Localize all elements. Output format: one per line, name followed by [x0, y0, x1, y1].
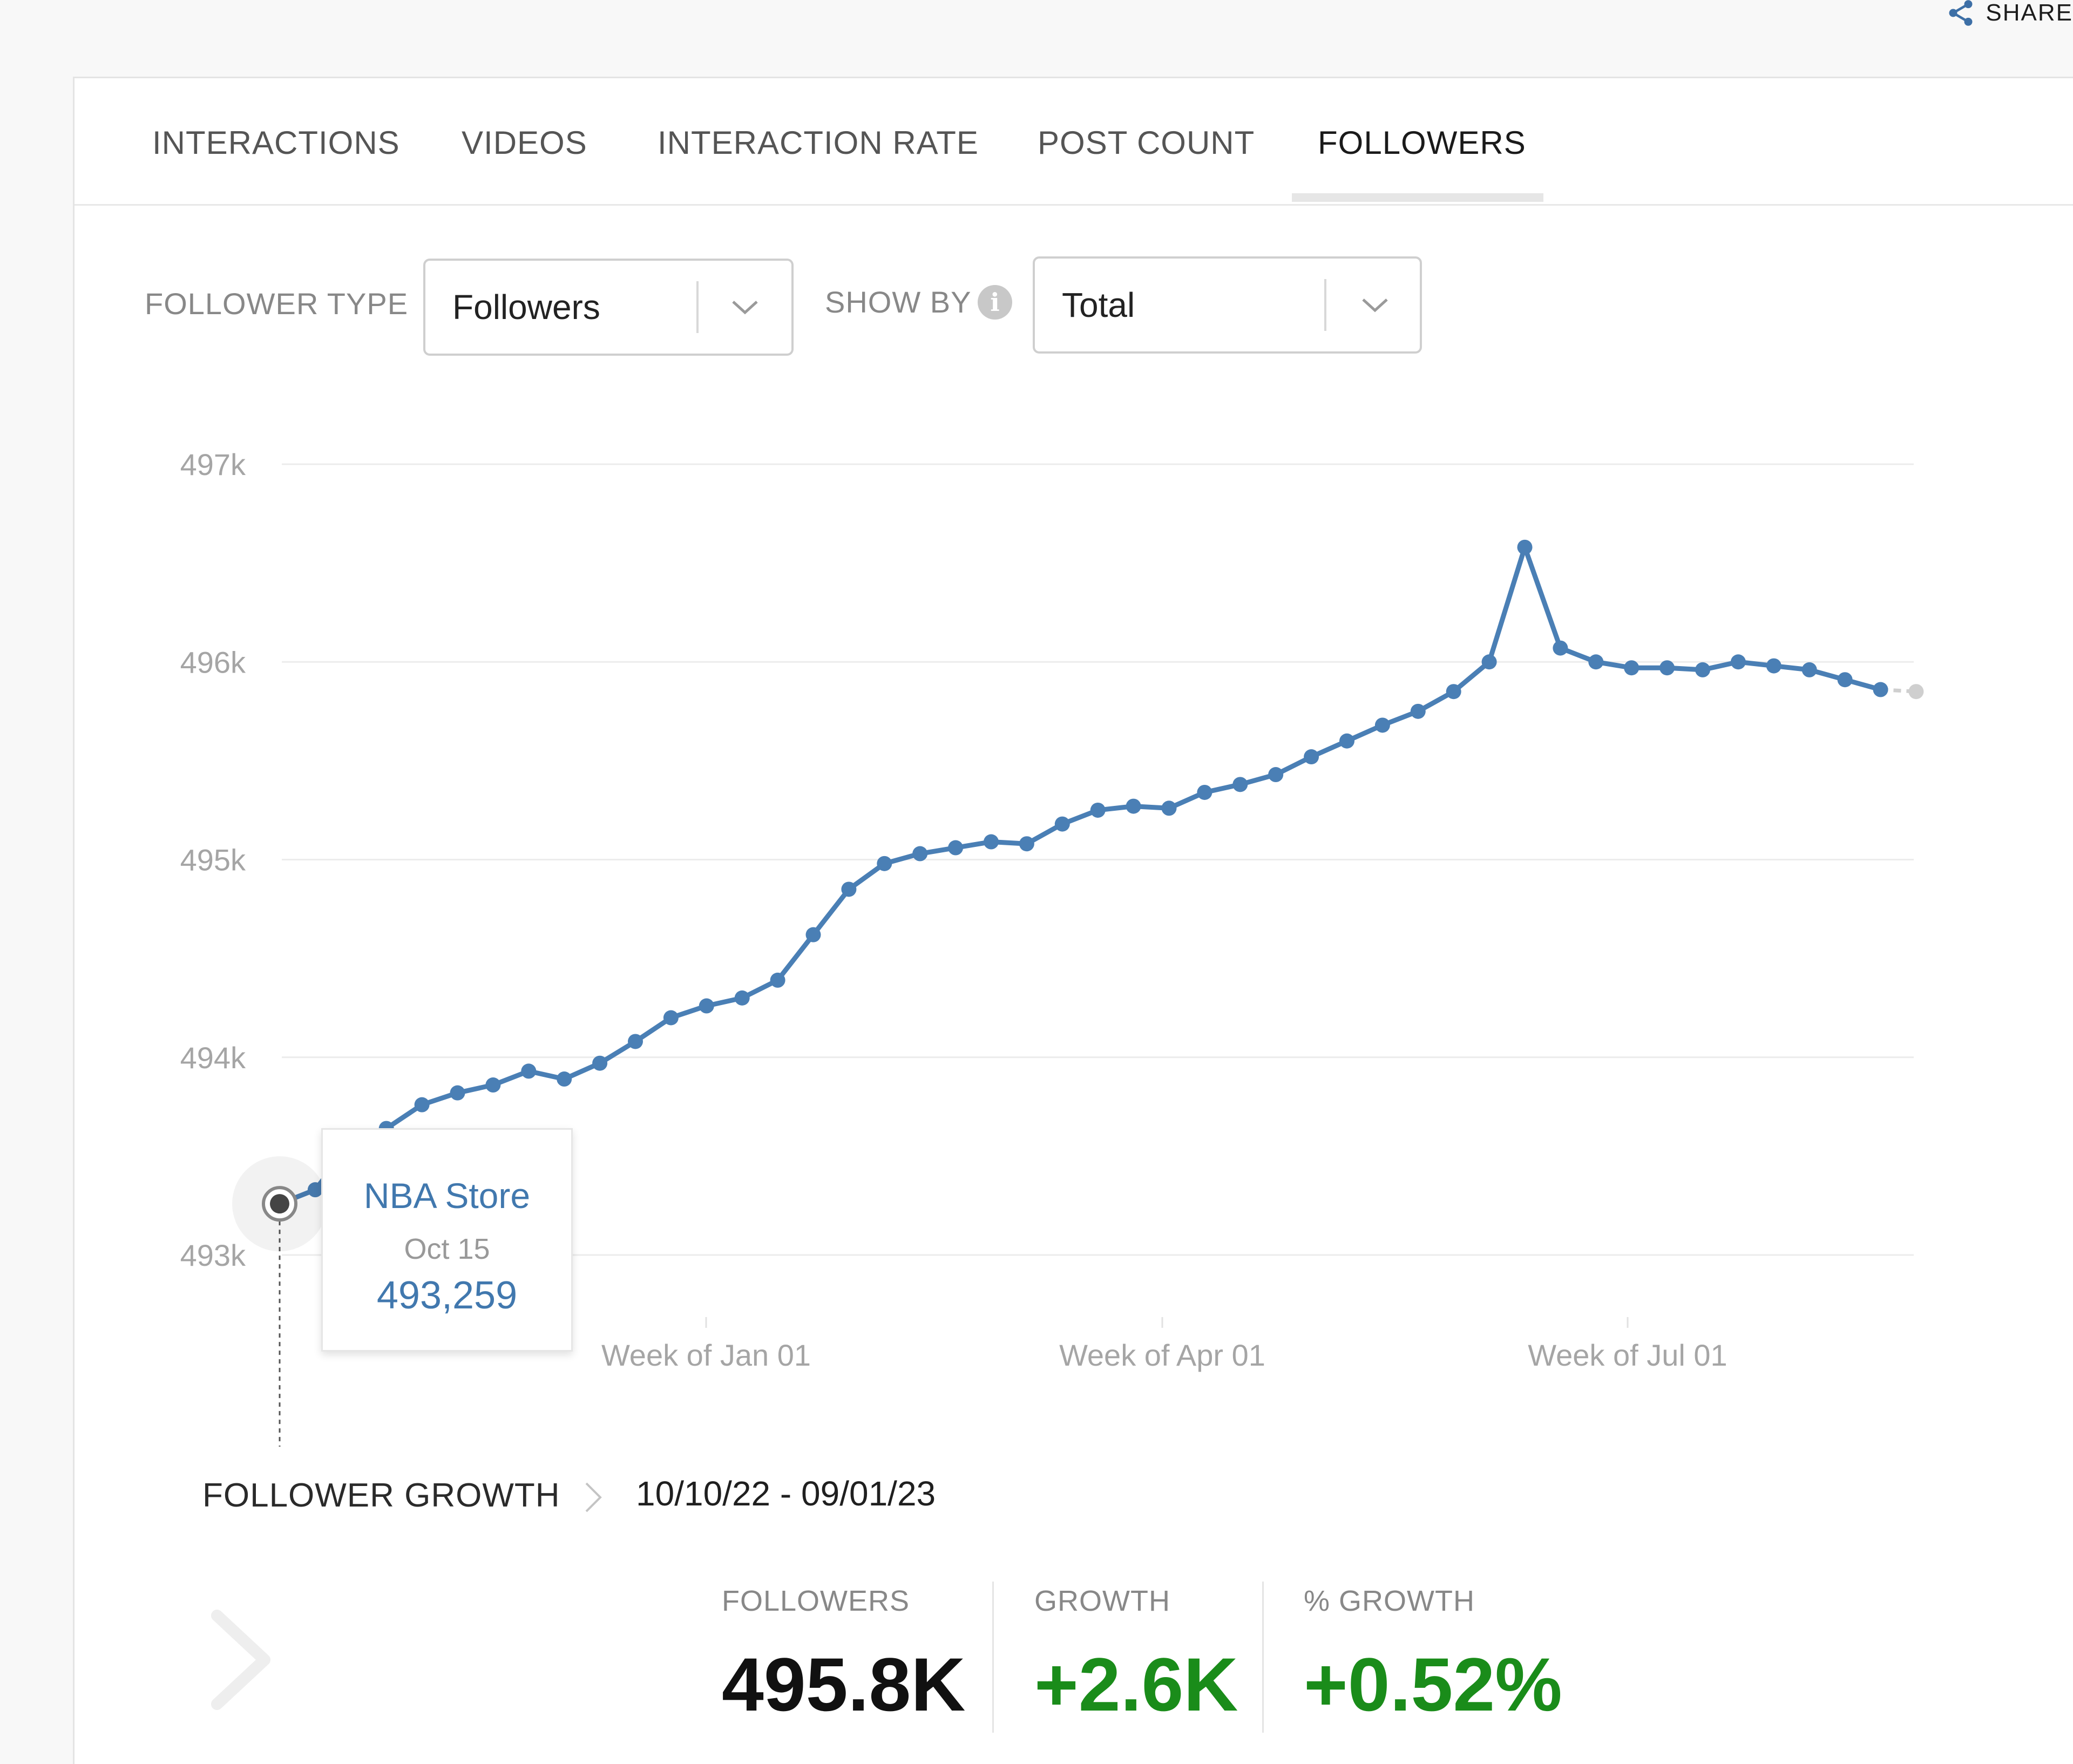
share-icon: [1949, 0, 1973, 26]
data-point: [1446, 684, 1461, 700]
follower-growth-title: FOLLOWER GROWTH: [202, 1477, 560, 1514]
data-point: [1517, 539, 1533, 555]
data-point: [307, 1182, 323, 1198]
data-point: [1481, 654, 1497, 670]
data-point-hovered: [270, 1194, 289, 1214]
stat-growth-value: +2.6K: [1034, 1642, 1238, 1727]
data-point: [628, 1034, 643, 1049]
stat-divider: [992, 1582, 994, 1733]
show-by-select[interactable]: Total: [1033, 256, 1422, 354]
chevron-down-icon: [732, 301, 758, 315]
data-point: [1232, 777, 1248, 792]
data-point: [1588, 654, 1604, 670]
select-divider: [1324, 279, 1326, 331]
data-point: [1908, 684, 1924, 700]
data-point: [1197, 784, 1212, 800]
data-point: [1659, 660, 1675, 676]
data-point: [1801, 662, 1817, 677]
tab-followers[interactable]: FOLLOWERS: [1318, 125, 1526, 161]
data-point: [948, 840, 964, 856]
data-point: [1410, 703, 1426, 719]
tab-post-count[interactable]: POST COUNT: [1038, 125, 1255, 161]
tab-interaction-rate[interactable]: INTERACTION RATE: [658, 125, 979, 161]
data-point: [414, 1097, 430, 1112]
data-point: [1268, 767, 1284, 783]
data-point: [1695, 662, 1710, 677]
data-point: [841, 881, 857, 897]
y-tick-label: 494k: [180, 1041, 246, 1075]
followers-line-chart: 497k 496k 495k 494k 493k Week of Jan 01 Week o…: [180, 447, 1924, 1447]
tab-interactions[interactable]: INTERACTIONS: [152, 125, 400, 161]
data-point: [592, 1055, 608, 1071]
series-line: [279, 545, 1881, 1206]
data-point: [877, 856, 892, 871]
data-point: [663, 1010, 679, 1026]
data-point: [1374, 717, 1390, 733]
x-tick-label: Week of Jan 01: [601, 1338, 811, 1372]
tooltip-value: 493,259: [376, 1274, 518, 1317]
data-point: [1553, 640, 1568, 656]
data-point: [521, 1063, 537, 1079]
chevron-right-icon: [585, 1482, 602, 1512]
y-tick-label: 493k: [180, 1238, 246, 1272]
date-range[interactable]: 10/10/22 - 09/01/23: [636, 1474, 936, 1513]
x-tick-label: Week of Jul 01: [1528, 1338, 1727, 1372]
data-point: [699, 998, 714, 1014]
data-point: [1090, 802, 1106, 818]
data-point: [984, 834, 999, 850]
y-tick-label: 495k: [180, 843, 246, 877]
data-point: [1054, 816, 1070, 832]
data-point: [1873, 682, 1888, 697]
tooltip-date: Oct 15: [404, 1233, 490, 1265]
follower-type-value: Followers: [452, 288, 600, 327]
show-by-label: SHOW BY: [825, 285, 972, 319]
data-point: [1730, 654, 1746, 670]
stat-followers-label: FOLLOWERS: [722, 1585, 910, 1617]
tooltip-series-name: NBA Store: [363, 1176, 531, 1216]
data-point: [1126, 798, 1141, 814]
x-tick-label: Week of Apr 01: [1059, 1338, 1265, 1372]
data-point: [1161, 800, 1177, 816]
show-by-value: Total: [1062, 286, 1135, 324]
share-label: SHARE: [1986, 0, 2073, 26]
follower-type-select[interactable]: Followers: [423, 259, 794, 356]
data-point: [485, 1077, 501, 1093]
chevron-down-icon: [1362, 298, 1388, 313]
data-point: [1339, 733, 1354, 749]
data-point: [1766, 658, 1781, 674]
data-point: [770, 972, 785, 988]
data-point: [1837, 672, 1853, 688]
stat-divider: [1262, 1582, 1264, 1733]
data-point: [1019, 836, 1034, 852]
data-point: [805, 927, 821, 942]
chart-tooltip: NBA Store Oct 15 493,259: [321, 1128, 573, 1352]
select-divider: [696, 281, 699, 333]
data-point: [1304, 749, 1319, 765]
tab-bar: INTERACTIONS VIDEOS INTERACTION RATE POS…: [74, 78, 2073, 206]
stat-percent-growth-value: +0.52%: [1304, 1642, 1562, 1727]
data-point: [450, 1085, 465, 1101]
stat-growth-label: GROWTH: [1034, 1585, 1170, 1617]
data-point: [1624, 660, 1640, 676]
follower-type-label: FOLLOWER TYPE: [145, 287, 409, 321]
data-point: [557, 1071, 572, 1087]
metrics-card: INTERACTIONS VIDEOS INTERACTION RATE POS…: [73, 77, 2073, 1764]
stat-followers-value: 495.8K: [722, 1642, 966, 1727]
data-point: [734, 990, 750, 1006]
info-icon[interactable]: i: [978, 285, 1012, 320]
stat-percent-growth-label: % GROWTH: [1304, 1585, 1475, 1617]
active-tab-indicator: [1292, 193, 1543, 202]
y-tick-label: 496k: [180, 645, 246, 679]
data-point: [912, 846, 928, 861]
y-tick-label: 497k: [180, 447, 246, 481]
share-button[interactable]: SHARE: [1946, 0, 2073, 26]
chevron-right-icon[interactable]: [206, 1606, 276, 1714]
tab-videos[interactable]: VIDEOS: [462, 125, 587, 161]
